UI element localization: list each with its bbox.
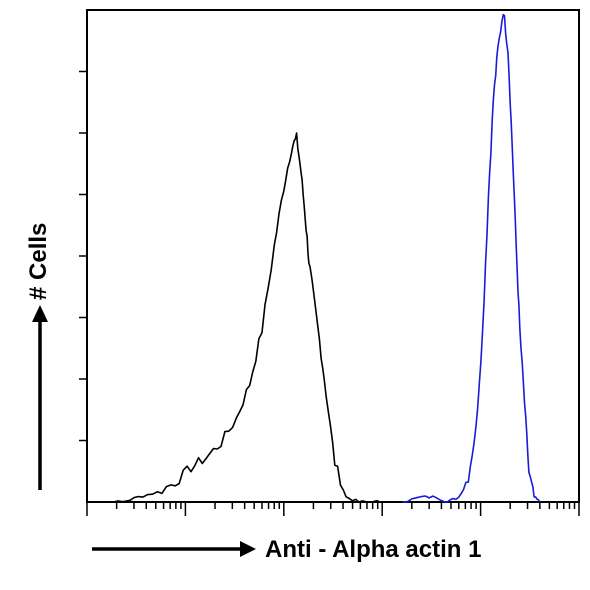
x-axis-label: Anti - Alpha actin 1 [265,536,481,563]
histogram-series-layer [86,13,541,503]
y-axis-ticks [79,70,87,442]
x-axis-ticks [86,502,580,516]
y-axis-label: # Cells [25,223,52,300]
control-histogram-line [86,132,383,503]
y-axis-arrow-head [32,305,48,322]
plot-frame [86,9,580,503]
stained-histogram-line [402,13,541,503]
x-axis-arrow-head [240,541,256,557]
